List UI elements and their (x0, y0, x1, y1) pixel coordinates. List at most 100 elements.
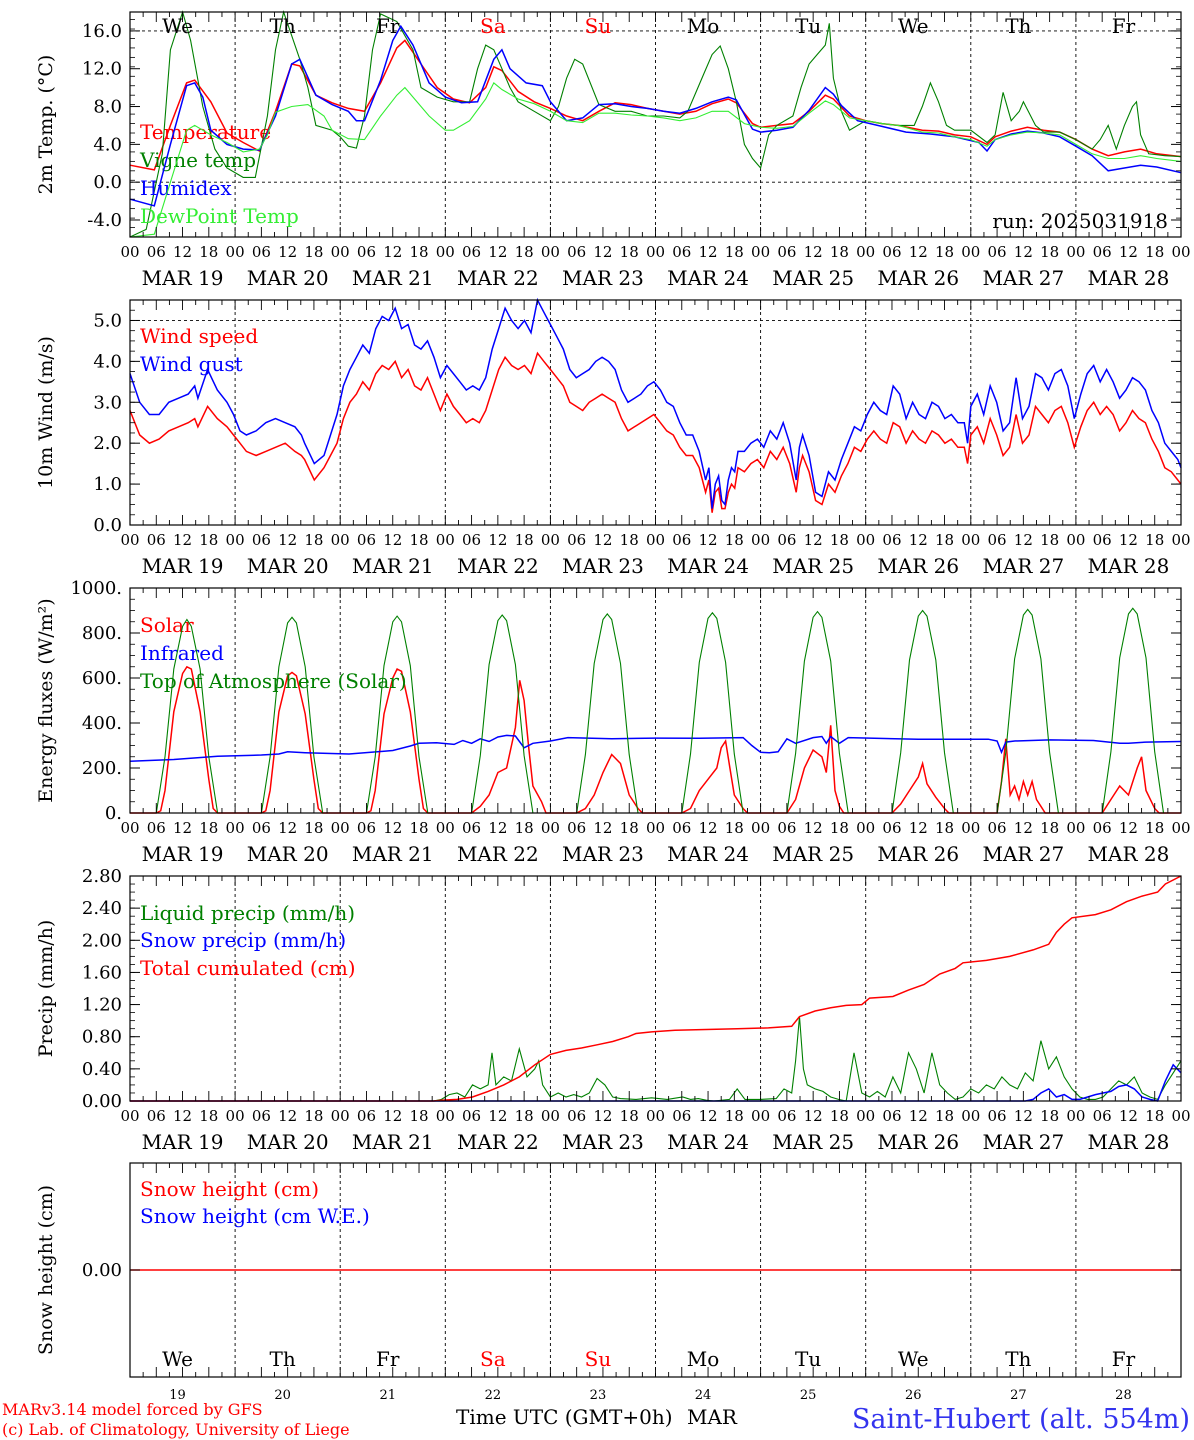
date-label: MAR 26 (877, 266, 959, 290)
plot-frame (129, 299, 1182, 526)
hour-tick-label: 12 (804, 819, 823, 837)
hour-tick-label: 12 (278, 819, 297, 837)
hour-tick-label: 06 (672, 819, 691, 837)
hour-tick-label: 12 (488, 531, 507, 549)
day-number-label: 26 (905, 1388, 922, 1403)
y-tick-label: 1.60 (82, 962, 122, 983)
hour-tick-label: 00 (226, 819, 245, 837)
hour-tick-label: 18 (304, 531, 323, 549)
hour-tick-label: 00 (1171, 1107, 1190, 1125)
panel-energy: Solar Infrared Top of Atmosphere (Solar) 10… (35, 578, 1191, 866)
hour-tick-label: 18 (830, 243, 849, 261)
hour-tick-label: 12 (278, 531, 297, 549)
date-label: MAR 26 (877, 842, 959, 866)
y-tick-label: -4.0 (87, 210, 122, 231)
date-label: MAR 25 (772, 266, 854, 290)
y-axis-label: Precip (mm/h) (35, 920, 57, 1058)
hour-tick-label: 00 (646, 1107, 665, 1125)
hour-tick-label: 06 (567, 243, 586, 261)
y-tick-label: 600. (82, 668, 122, 689)
hour-tick-label: 18 (1040, 1107, 1059, 1125)
date-label: MAR 21 (352, 1130, 434, 1154)
y-axis-label: Snow height (cm) (35, 1185, 57, 1355)
date-label: MAR 21 (352, 842, 434, 866)
weekday-label: Fr (1112, 1347, 1136, 1371)
date-label: MAR 25 (772, 554, 854, 578)
hour-tick-label: 12 (804, 243, 823, 261)
hour-tick-label: 06 (147, 1107, 166, 1125)
hour-tick-label: 18 (935, 243, 954, 261)
y-tick-label: 2.0 (93, 433, 122, 454)
date-label: MAR 19 (142, 842, 224, 866)
hour-tick-label: 18 (304, 819, 323, 837)
hour-tick-label: 06 (1093, 1107, 1112, 1125)
hour-tick-label: 12 (1119, 819, 1138, 837)
hour-tick-label: 06 (252, 243, 271, 261)
y-tick-label: 2.80 (82, 866, 122, 887)
hour-tick-label: 06 (147, 819, 166, 837)
hour-tick-label: 06 (882, 531, 901, 549)
hour-tick-label: 18 (935, 1107, 954, 1125)
hour-tick-label: 00 (541, 243, 560, 261)
hour-tick-label: 00 (120, 531, 139, 549)
date-label: MAR 26 (877, 554, 959, 578)
weekday-label: Mo (687, 1347, 720, 1371)
hour-tick-label: 12 (173, 819, 192, 837)
hour-tick-label: 12 (593, 531, 612, 549)
series-line-vigne-temp (129, 9, 1182, 238)
hour-tick-label: 12 (593, 819, 612, 837)
station-label: Saint-Hubert (alt. 554m) (852, 1404, 1190, 1435)
date-label: MAR 22 (457, 842, 539, 866)
hour-tick-label: 06 (567, 819, 586, 837)
hour-tick-label: 18 (515, 819, 534, 837)
date-label: MAR 22 (457, 1130, 539, 1154)
date-label: MAR 23 (562, 266, 644, 290)
hour-tick-label: 18 (830, 819, 849, 837)
legend-entry: Snow height (cm W.E.) (140, 1204, 370, 1228)
y-axis-label: Energy fluxes (W/m²) (35, 598, 57, 802)
hour-tick-label: 06 (777, 531, 796, 549)
hour-tick-label: 06 (882, 243, 901, 261)
day-number-label: 21 (379, 1388, 396, 1403)
date-label: MAR 28 (1088, 554, 1170, 578)
y-tick-label: 1000. (70, 578, 122, 599)
y-tick-label: 0.80 (82, 1027, 122, 1048)
hour-tick-label: 12 (699, 243, 718, 261)
month-label: MAR (687, 1405, 738, 1429)
hour-tick-label: 12 (1119, 243, 1138, 261)
hour-tick-label: 18 (304, 243, 323, 261)
hour-tick-label: 06 (252, 531, 271, 549)
hour-tick-label: 06 (1093, 819, 1112, 837)
panel-wind: Wind speed Wind gust 5.0 4.0 3.0 2.0 1.0 0.0 10m… (35, 297, 1191, 578)
hour-tick-label: 00 (751, 243, 770, 261)
date-label: MAR 20 (247, 554, 329, 578)
hour-tick-label: 18 (304, 1107, 323, 1125)
hour-tick-label: 00 (751, 819, 770, 837)
hour-tick-label: 06 (1093, 243, 1112, 261)
hour-tick-label: 00 (331, 531, 350, 549)
hour-tick-label: 06 (882, 819, 901, 837)
hour-tick-label: 00 (226, 531, 245, 549)
y-tick-label: 400. (82, 713, 122, 734)
model-credit: MARv3.14 model forced by GFS (2, 1400, 263, 1419)
date-label: MAR 25 (772, 1130, 854, 1154)
hour-tick-label: 18 (409, 243, 428, 261)
hour-tick-label: 18 (935, 531, 954, 549)
hour-tick-label: 00 (1171, 531, 1190, 549)
date-label: MAR 23 (562, 1130, 644, 1154)
date-label: MAR 24 (667, 266, 749, 290)
day-number-label: 24 (695, 1388, 712, 1403)
hour-tick-label: 00 (1171, 819, 1190, 837)
hour-tick-label: 18 (725, 819, 744, 837)
y-axis-label: 10m Wind (m/s) (35, 336, 57, 489)
weekday-label: Th (270, 14, 296, 38)
date-label: MAR 21 (352, 554, 434, 578)
hour-tick-label: 18 (830, 531, 849, 549)
date-label: MAR 24 (667, 554, 749, 578)
day-number-label: 25 (800, 1388, 817, 1403)
date-label: MAR 22 (457, 266, 539, 290)
series-line-snow-precip-mm-h- (130, 1063, 1182, 1102)
y-tick-label: 4.0 (93, 134, 122, 155)
series-line-total-cumulated-cm- (130, 875, 1182, 1102)
hour-tick-label: 00 (331, 1107, 350, 1125)
